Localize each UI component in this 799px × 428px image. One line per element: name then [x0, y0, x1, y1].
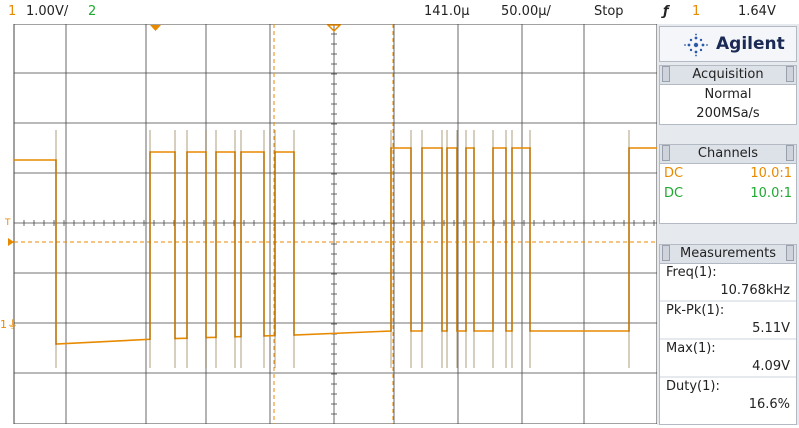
ground-marker-icon[interactable]: 1⏚ — [0, 316, 18, 332]
channel-1-trace — [14, 148, 657, 344]
trigger-level[interactable]: 1.64V — [738, 4, 776, 19]
measurements-title: Measurements — [680, 246, 776, 261]
channel-2-coupling: DC — [664, 184, 683, 204]
brand-logo: Agilent — [659, 26, 797, 62]
measurements-header: Measurements — [660, 245, 796, 264]
section-tab-left — [662, 145, 670, 161]
trigger-level-marker[interactable]: T — [5, 218, 11, 228]
measurement-label: Duty(1): — [660, 378, 796, 396]
channel-1-row[interactable]: DC 10.0:1 — [660, 164, 796, 184]
measurements-section[interactable]: Measurements Freq(1): 10.768kHz Pk-Pk(1)… — [659, 244, 797, 425]
time-scale[interactable]: 50.00µ/ — [501, 4, 551, 19]
acquisition-section[interactable]: Acquisition Normal 200MSa/s — [659, 65, 797, 125]
trigger-edge-icon: ƒ — [663, 4, 669, 19]
measurement-max[interactable]: Max(1): 4.09V — [660, 340, 796, 376]
ch1-scale[interactable]: 1.00V/ — [26, 4, 68, 19]
measurement-label: Freq(1): — [660, 264, 796, 282]
channels-header: Channels — [660, 145, 796, 164]
measurement-value: 10.768kHz — [660, 282, 796, 300]
trigger-source[interactable]: 1 — [692, 4, 700, 19]
channel-2-row[interactable]: DC 10.0:1 — [660, 184, 796, 204]
section-tab-right — [786, 145, 794, 161]
waveform-graticule — [0, 24, 657, 424]
measurement-label: Pk-Pk(1): — [660, 302, 796, 320]
brand-name: Agilent — [716, 34, 785, 54]
time-position[interactable]: 141.0µ — [424, 4, 470, 19]
right-softkey-panel: Agilent Acquisition Normal 200MSa/s Chan… — [657, 24, 799, 425]
section-tab-right — [786, 66, 794, 82]
acquisition-mode: Normal — [660, 85, 796, 104]
channels-title: Channels — [698, 146, 758, 161]
section-tab-left — [662, 245, 670, 261]
measurement-value: 5.11V — [660, 320, 796, 338]
run-state[interactable]: Stop — [594, 4, 624, 19]
channel-2-probe: 10.0:1 — [750, 184, 792, 204]
channel-1-coupling: DC — [664, 164, 683, 184]
top-status-bar: 1 1.00V/ 2 141.0µ 50.00µ/ Stop ƒ 1 1.64V — [0, 0, 799, 24]
measurement-freq[interactable]: Freq(1): 10.768kHz — [660, 264, 796, 300]
agilent-spark-icon — [682, 33, 710, 57]
measurement-value: 16.6% — [660, 396, 796, 414]
measurement-pkpk[interactable]: Pk-Pk(1): 5.11V — [660, 302, 796, 338]
acquisition-header: Acquisition — [660, 66, 796, 85]
ch2-number[interactable]: 2 — [88, 4, 96, 19]
channel-1-probe: 10.0:1 — [750, 164, 792, 184]
trigger-position-marker[interactable] — [150, 25, 161, 31]
waveform-display[interactable]: T 1⏚ — [0, 24, 657, 424]
acquisition-title: Acquisition — [692, 67, 763, 82]
channels-section[interactable]: Channels DC 10.0:1 DC 10.0:1 — [659, 144, 797, 224]
acquisition-rate: 200MSa/s — [660, 104, 796, 123]
trigger-arrow-icon — [8, 238, 14, 246]
section-tab-right — [786, 245, 794, 261]
measurement-value: 4.09V — [660, 358, 796, 376]
section-tab-left — [662, 66, 670, 82]
measurement-label: Max(1): — [660, 340, 796, 358]
ch1-number[interactable]: 1 — [8, 4, 16, 19]
measurement-duty[interactable]: Duty(1): 16.6% — [660, 378, 796, 414]
